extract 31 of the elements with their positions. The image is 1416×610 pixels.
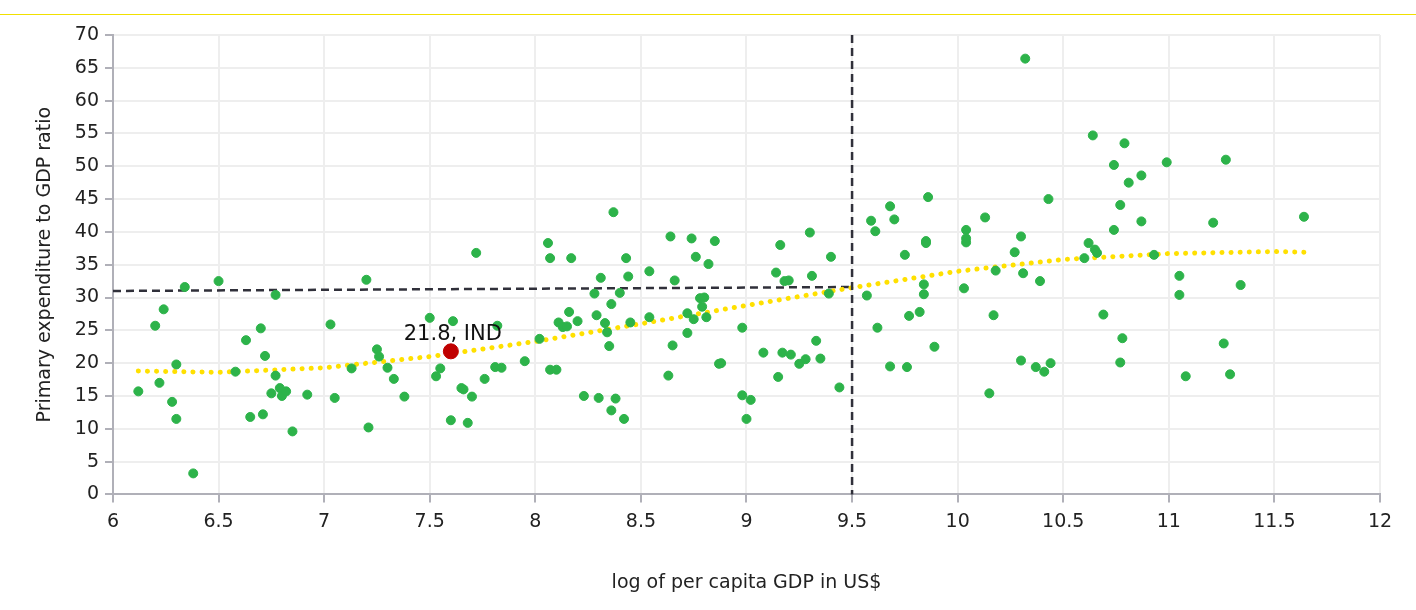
x-tick-label: 10 (945, 508, 970, 531)
x-tick-label: 6.5 (203, 508, 234, 531)
y-tick-label: 10 (74, 415, 99, 438)
x-tick-label: 6 (106, 508, 120, 531)
y-tick-label: 50 (74, 153, 99, 176)
y-tick-label: 40 (74, 218, 99, 241)
x-tick-label: 9 (740, 508, 753, 531)
annotation: 21.8, IND (403, 321, 502, 346)
x-tick-label: 8 (529, 508, 542, 531)
x-tick-label: 12 (1367, 508, 1393, 531)
y-tick-label: 45 (74, 186, 99, 209)
x-tick-label: 10.5 (1042, 508, 1085, 531)
x-tick-label: 9.5 (836, 508, 868, 531)
x-tick-label: 11 (1156, 508, 1181, 531)
y-tick-label: 15 (74, 382, 99, 405)
y-tick-label: 20 (74, 350, 99, 373)
y-tick-label: 0 (86, 481, 99, 504)
y-tick-label: 60 (74, 87, 99, 110)
y-tick-label: 65 (74, 54, 99, 77)
y-tick-label: 70 (74, 21, 99, 44)
x-tick-label: 7.5 (414, 508, 445, 531)
y-axis-title: Primary expenditure to GDP ratio (32, 106, 55, 423)
y-tick-label: 30 (74, 284, 99, 307)
x-axis-title: log of per capita GDP in US$ (611, 569, 882, 592)
y-tick-label: 25 (74, 317, 99, 340)
x-tick-label: 7 (318, 508, 331, 531)
y-tick-label: 55 (74, 120, 99, 143)
y-tick-label: 35 (74, 251, 99, 274)
x-tick-label: 8.5 (625, 508, 657, 531)
y-tick-label: 5 (86, 448, 99, 471)
x-tick-label: 11.5 (1253, 508, 1296, 531)
